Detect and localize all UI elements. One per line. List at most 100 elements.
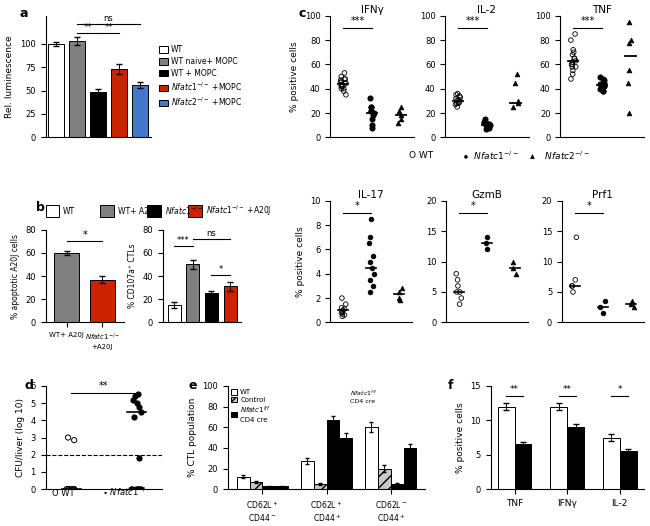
Point xyxy=(396,103,406,111)
Bar xyxy=(365,427,378,489)
Bar xyxy=(263,486,275,489)
Point xyxy=(626,36,636,44)
Point xyxy=(339,305,350,313)
Text: ***: *** xyxy=(177,236,190,245)
Point xyxy=(133,402,144,411)
Text: $\bullet$: $\bullet$ xyxy=(461,149,469,162)
Point xyxy=(571,56,581,65)
Text: d: d xyxy=(25,379,33,392)
Point xyxy=(629,303,639,311)
Point xyxy=(451,90,462,99)
Bar xyxy=(619,451,636,489)
Text: ***: *** xyxy=(350,15,365,25)
Bar xyxy=(55,253,79,322)
Title: TNF: TNF xyxy=(592,5,612,15)
Point xyxy=(337,81,347,89)
Legend: WT, WT naive+ MOPC, WT + MOPC, $Nfatc1^{-/-}$ +MOPC, $Nfatc2^{-/-}$ +MOPC: WT, WT naive+ MOPC, WT + MOPC, $Nfatc1^{… xyxy=(159,45,242,108)
Point xyxy=(367,121,377,129)
Text: c: c xyxy=(298,7,306,21)
Text: *: * xyxy=(586,200,591,210)
Text: O WT: O WT xyxy=(52,489,74,499)
Bar xyxy=(69,41,85,137)
Point xyxy=(597,87,608,95)
Text: ***: *** xyxy=(465,15,480,25)
Bar xyxy=(132,85,148,137)
Point xyxy=(394,294,404,302)
Text: WT+ A20J: WT+ A20J xyxy=(118,207,156,216)
Point xyxy=(450,94,461,103)
Point xyxy=(337,312,348,320)
Title: IL-17: IL-17 xyxy=(358,190,384,200)
Bar xyxy=(168,305,181,322)
Point xyxy=(365,94,375,103)
Point xyxy=(451,269,462,278)
Title: IFNγ: IFNγ xyxy=(361,5,384,15)
Point xyxy=(366,103,376,111)
Point xyxy=(365,288,376,296)
Point xyxy=(570,276,580,284)
Y-axis label: % CD107a⁺ CTLs: % CD107a⁺ CTLs xyxy=(128,244,137,308)
Point xyxy=(567,63,577,71)
Point xyxy=(452,282,463,290)
Point xyxy=(133,485,144,493)
Text: $Nfatc2^{-/-}$: $Nfatc2^{-/-}$ xyxy=(542,149,590,162)
Point xyxy=(135,408,146,416)
Point xyxy=(69,485,79,493)
Point xyxy=(599,78,609,87)
Point xyxy=(571,233,582,241)
Point xyxy=(364,239,374,248)
Text: **: ** xyxy=(563,385,571,394)
Point xyxy=(335,76,346,84)
Point xyxy=(567,58,578,66)
Point xyxy=(456,294,467,302)
Point xyxy=(369,269,379,278)
Point xyxy=(337,310,348,318)
Point xyxy=(567,50,578,59)
Text: $Nfatc1^{-/-}$: $Nfatc1^{-/-}$ xyxy=(471,149,519,162)
Point xyxy=(595,79,605,88)
FancyBboxPatch shape xyxy=(148,206,161,217)
Bar xyxy=(187,265,200,322)
Point xyxy=(600,297,610,305)
Point xyxy=(454,92,465,100)
Point xyxy=(567,66,578,75)
Point xyxy=(482,233,493,241)
Point xyxy=(512,70,522,78)
Y-axis label: CFU/liver (log 10): CFU/liver (log 10) xyxy=(16,398,25,477)
Point xyxy=(136,485,146,493)
Text: *: * xyxy=(471,200,475,210)
Point xyxy=(567,282,577,290)
Point xyxy=(340,75,350,83)
Point xyxy=(367,124,377,132)
Text: $Nfatc1^{f/f}$
CD4 cre: $Nfatc1^{f/f}$ CD4 cre xyxy=(350,389,378,404)
Point xyxy=(481,239,491,248)
Point xyxy=(131,399,142,407)
Text: ns: ns xyxy=(207,229,216,238)
Text: b: b xyxy=(36,201,45,214)
Bar xyxy=(48,44,64,137)
Point xyxy=(127,396,138,404)
Bar xyxy=(603,438,619,489)
Point xyxy=(508,264,519,272)
Point xyxy=(567,60,578,68)
Y-axis label: % CTL population: % CTL population xyxy=(188,398,197,477)
Text: *: * xyxy=(83,230,87,240)
Bar xyxy=(391,484,404,489)
Point xyxy=(508,103,519,111)
FancyBboxPatch shape xyxy=(188,206,202,217)
Point xyxy=(508,257,519,266)
Point xyxy=(365,106,376,115)
Y-axis label: % positive cells: % positive cells xyxy=(291,41,299,112)
Point xyxy=(126,485,136,493)
Point xyxy=(365,233,375,241)
Point xyxy=(595,303,605,311)
Point xyxy=(340,79,350,88)
Point xyxy=(341,90,351,99)
Point xyxy=(64,485,74,493)
Point xyxy=(627,297,637,305)
Point xyxy=(366,106,376,115)
Point xyxy=(595,73,606,81)
Title: Prf1: Prf1 xyxy=(592,190,613,200)
Text: ***: *** xyxy=(580,15,595,25)
Text: **: ** xyxy=(83,23,92,32)
